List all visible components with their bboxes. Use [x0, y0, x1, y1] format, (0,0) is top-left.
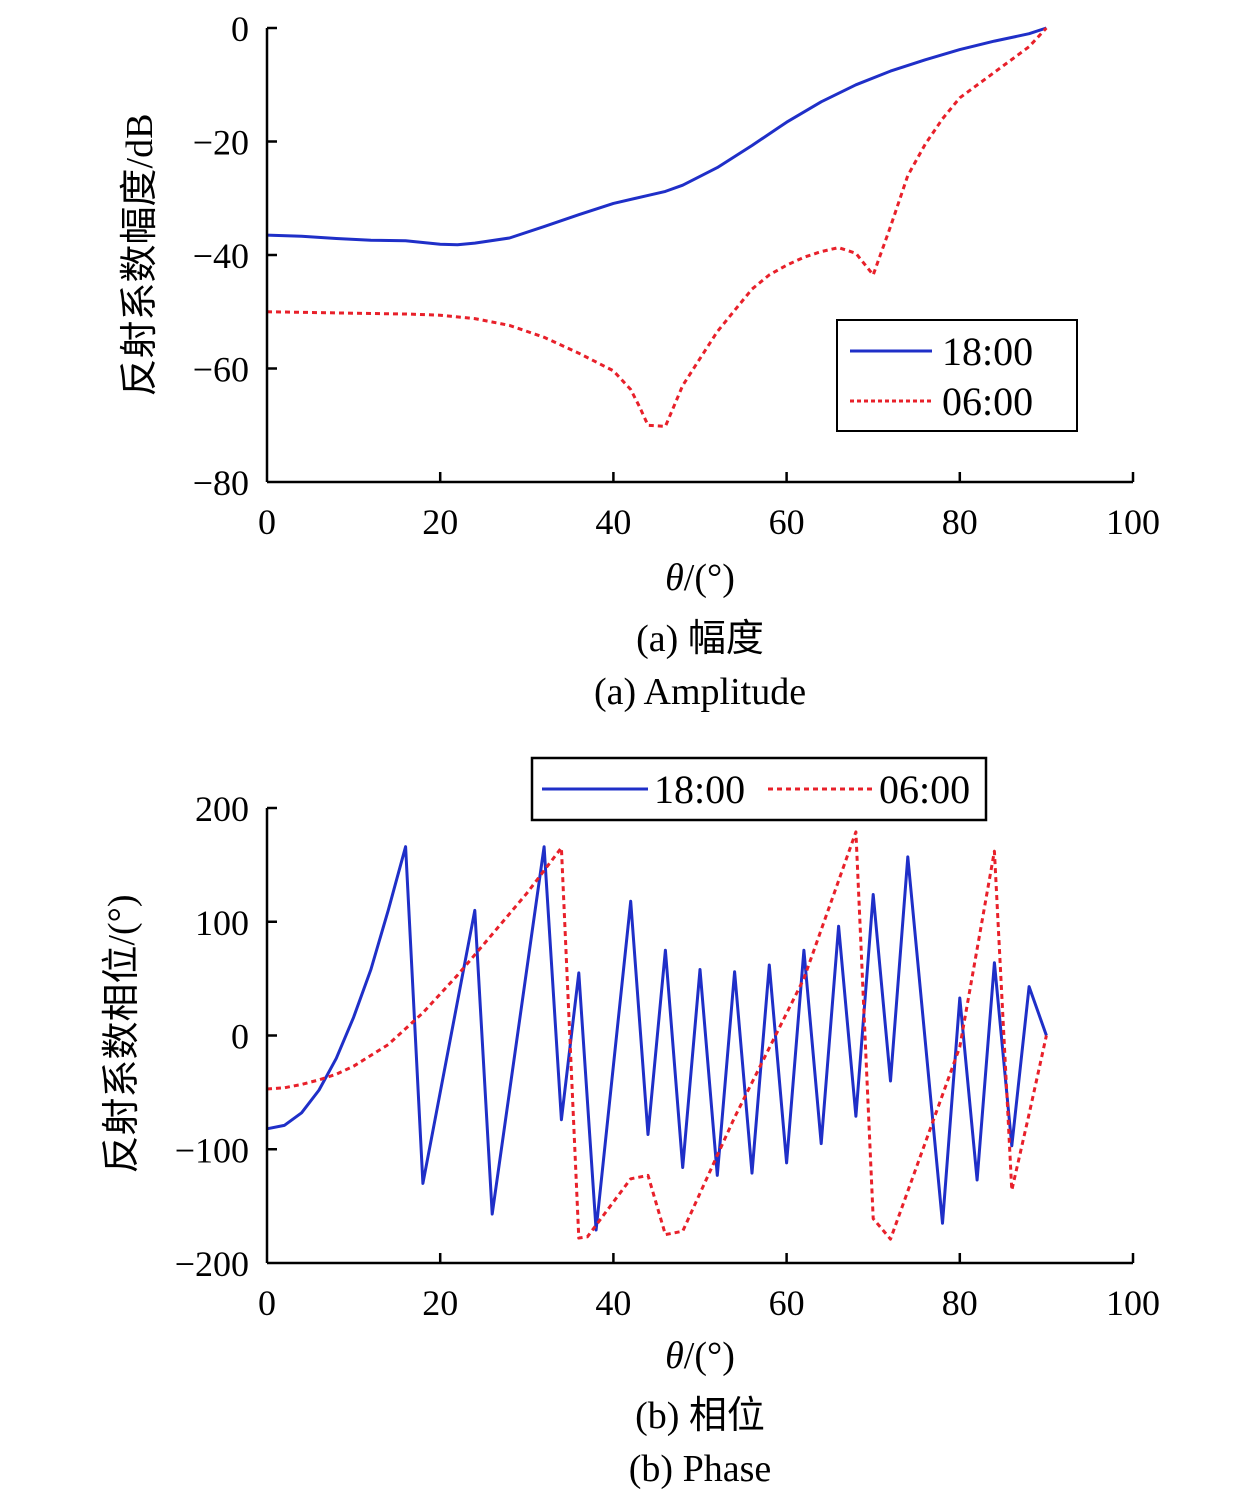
amplitude-x-tick-label: 100 — [1106, 502, 1160, 542]
amplitude-series-line-0600 — [266, 26, 1048, 428]
phase-legend: 18:00 06:00 — [530, 756, 988, 822]
phase-legend-label-06: 06:00 — [879, 767, 970, 812]
phase-y-tick-label: 200 — [195, 789, 249, 829]
amplitude-x-tick-label: 80 — [942, 502, 978, 542]
amplitude-caption-zh: (a) 幅度 — [636, 618, 764, 660]
phase-series-line-0600 — [266, 830, 1048, 1241]
amplitude-x-tick-label: 60 — [769, 502, 805, 542]
phase-x-tick-label: 20 — [422, 1283, 458, 1323]
phase-x-tick-label: 60 — [769, 1283, 805, 1323]
amplitude-y-tick-label: −60 — [193, 350, 249, 390]
amplitude-series-line-1800 — [266, 26, 1047, 247]
amplitude-x-tick-label: 40 — [595, 502, 631, 542]
amplitude-x-tick-label: 0 — [258, 502, 276, 542]
phase-y-tick-label: −100 — [175, 1130, 249, 1170]
amplitude-legend: 18:00 06:00 — [836, 319, 1078, 432]
amplitude-y-tick-label: 0 — [231, 9, 249, 49]
phase-y-axis-label: 反射系数相位/(°) — [101, 894, 143, 1173]
phase-x-tick-label: 0 — [258, 1283, 276, 1323]
phase-x-tick-label: 80 — [942, 1283, 978, 1323]
amplitude-caption-en: (a) Amplitude — [594, 671, 806, 713]
phase-chart: 0 20 40 60 80 100 200 100 0 −100 −200 反射系数相位/(°) θ… — [101, 756, 1160, 1490]
phase-x-tick-label: 40 — [595, 1283, 631, 1323]
amplitude-legend-label-06: 06:00 — [942, 379, 1033, 424]
amplitude-y-tick-label: −80 — [193, 463, 249, 503]
phase-y-tick-label: 0 — [231, 1017, 249, 1057]
amplitude-legend-label-18: 18:00 — [942, 329, 1033, 374]
phase-legend-label-18: 18:00 — [654, 767, 745, 812]
amplitude-y-tick-label: −20 — [193, 123, 249, 163]
amplitude-x-axis-label: θ/(°) — [665, 557, 735, 599]
phase-y-tick-label: −200 — [175, 1244, 249, 1284]
phase-series-line-1800 — [266, 845, 1048, 1232]
phase-y-tick-label: 100 — [195, 903, 249, 943]
phase-caption-en: (b) Phase — [629, 1448, 771, 1490]
amplitude-x-tick-label: 20 — [422, 502, 458, 542]
amplitude-y-axis-label: 反射系数幅度/dB — [119, 114, 161, 397]
amplitude-legend-box — [836, 319, 1078, 432]
phase-caption-zh: (b) 相位 — [635, 1395, 765, 1437]
amplitude-y-tick-label: −40 — [193, 236, 249, 276]
phase-x-axis-label: θ/(°) — [665, 1335, 735, 1377]
phase-x-tick-label: 100 — [1106, 1283, 1160, 1323]
amplitude-chart: 0 20 40 60 80 100 0 −20 −40 −60 −80 反射系数幅度/dB θ/(°… — [119, 9, 1160, 713]
